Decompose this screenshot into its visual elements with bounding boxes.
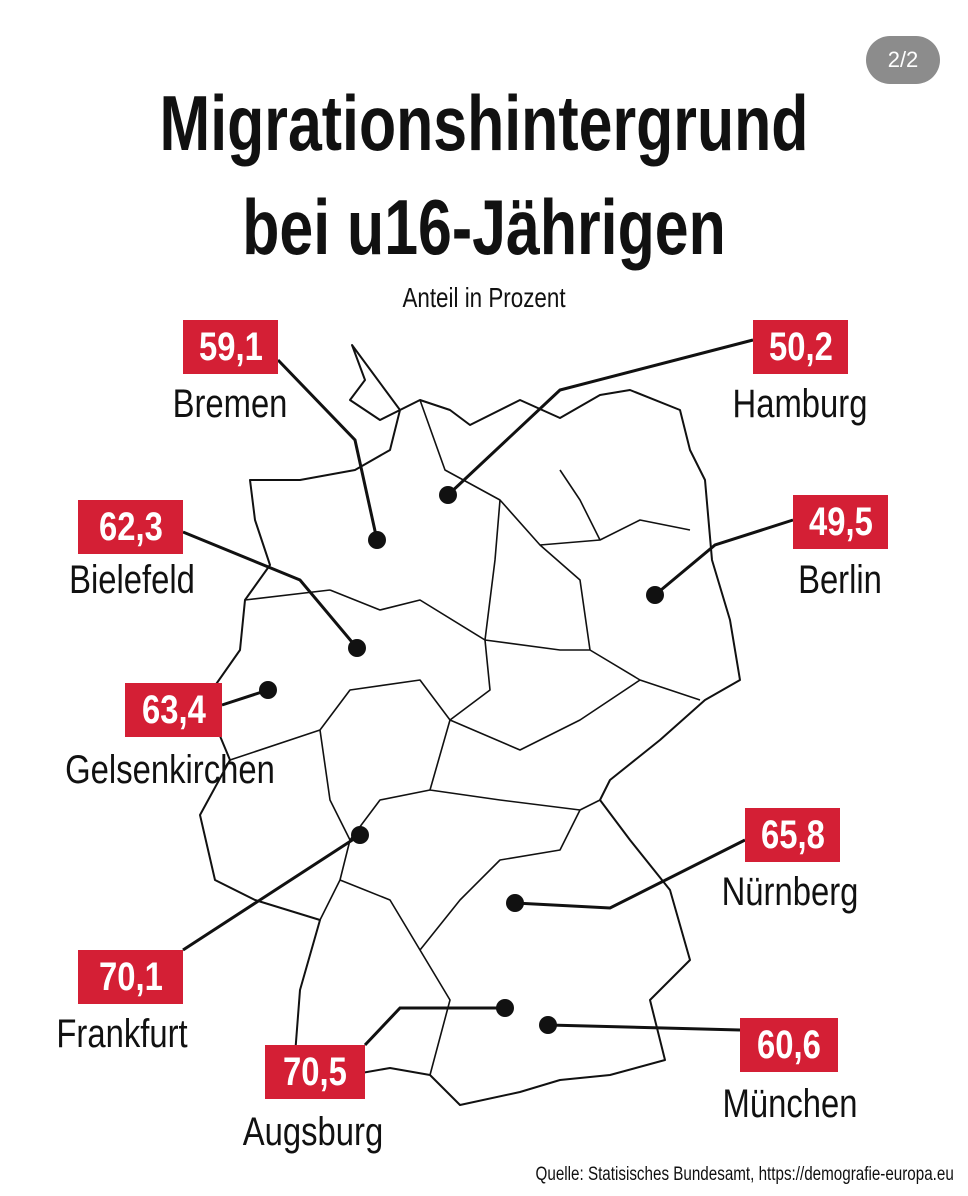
title: bei u16-Jährigen	[242, 183, 726, 271]
value-box: 59,1	[183, 320, 278, 374]
city-name: Bremen	[172, 382, 288, 426]
value-box: 60,6	[740, 1018, 838, 1072]
value-box: 70,5	[265, 1045, 365, 1099]
value-label: 65,8	[760, 813, 825, 857]
value-box: 65,8	[745, 808, 840, 862]
city-marker	[259, 681, 277, 699]
leader-line	[182, 530, 359, 649]
value-box: 70,1	[78, 950, 183, 1004]
city-name: Hamburg	[732, 382, 868, 426]
leader-line	[654, 518, 794, 597]
value-label: 60,6	[757, 1023, 821, 1067]
city-name: Frankfurt	[56, 1012, 188, 1056]
leader-line	[363, 1006, 505, 1047]
value-label: 62,3	[98, 505, 163, 549]
value-label: 70,1	[98, 955, 163, 999]
title: Migrationshintergrund	[159, 79, 809, 167]
city-marker	[506, 894, 524, 912]
value-label: 59,1	[198, 325, 263, 369]
city-name: Augsburg	[242, 1110, 384, 1154]
city-name: Berlin	[798, 558, 882, 602]
source: Quelle: Statisisches Bundesamt, https://…	[535, 1164, 954, 1185]
leader-line	[182, 833, 361, 952]
city-marker	[496, 999, 514, 1017]
page-indicator[interactable]: 2/2	[866, 36, 940, 84]
value-box: 63,4	[125, 683, 222, 737]
value-label: 70,5	[283, 1050, 347, 1094]
subtitle: Anteil in Prozent	[402, 282, 566, 313]
value-label: 63,4	[141, 688, 206, 732]
state-borders	[229, 399, 701, 1076]
value-box: 62,3	[78, 500, 183, 554]
leader-line	[446, 338, 754, 497]
city-marker	[439, 486, 457, 504]
leader-line	[276, 358, 379, 541]
city-name: München	[722, 1082, 858, 1126]
leader-line	[514, 838, 746, 910]
city-name: Gelsenkirchen	[65, 748, 275, 792]
value-box: 49,5	[793, 495, 888, 549]
value-label: 50,2	[768, 325, 833, 369]
leader-line	[547, 1023, 741, 1032]
city-marker	[368, 531, 386, 549]
city-marker	[348, 639, 366, 657]
value-box: 50,2	[753, 320, 848, 374]
city-marker	[351, 826, 369, 844]
city-marker	[646, 586, 664, 604]
city-marker	[539, 1016, 557, 1034]
city-name: Bielefeld	[69, 558, 195, 602]
city-name: Nürnberg	[721, 870, 859, 914]
germany-outline	[199, 344, 741, 1106]
value-label: 49,5	[808, 500, 873, 544]
